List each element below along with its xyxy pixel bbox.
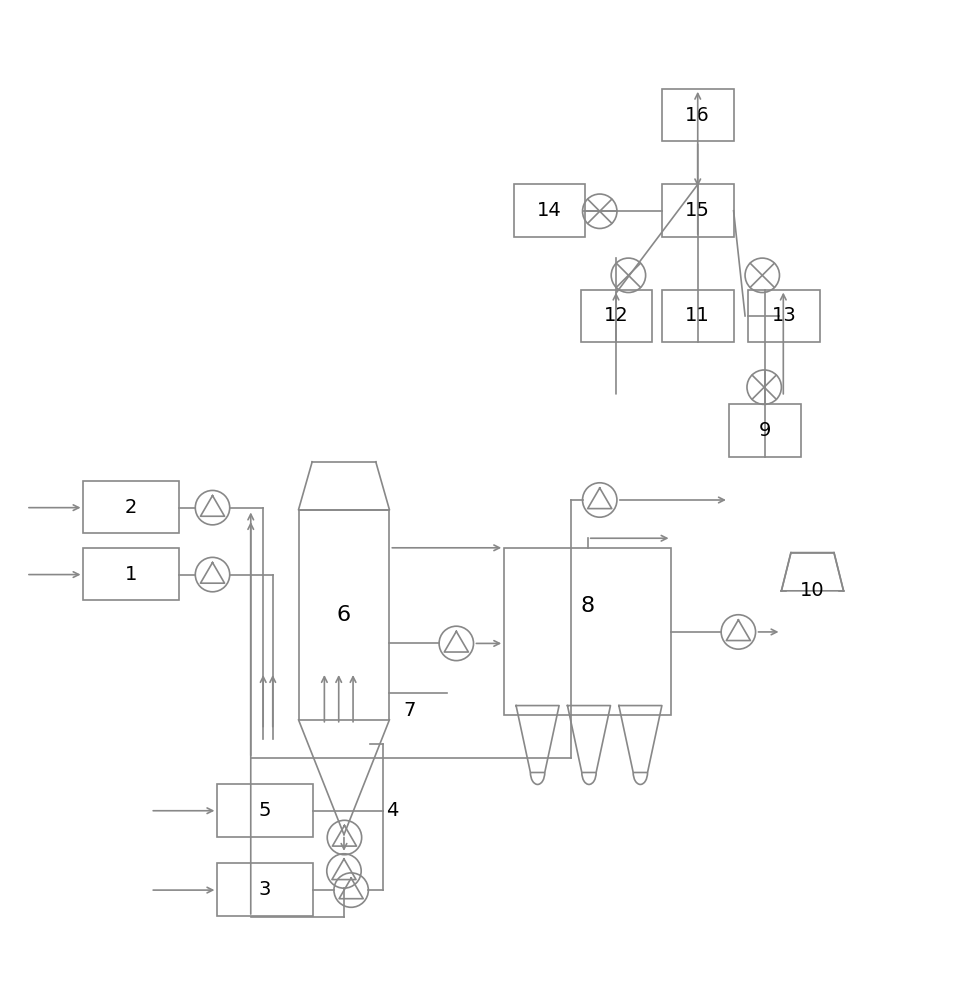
Text: 10: 10: [799, 581, 824, 600]
Text: 13: 13: [770, 306, 796, 325]
Text: 14: 14: [537, 201, 561, 220]
Text: 9: 9: [758, 421, 770, 440]
FancyBboxPatch shape: [504, 548, 671, 715]
Text: 15: 15: [684, 201, 709, 220]
Text: 3: 3: [259, 880, 271, 899]
Text: 16: 16: [685, 106, 709, 125]
FancyBboxPatch shape: [661, 290, 733, 342]
FancyBboxPatch shape: [747, 290, 819, 342]
FancyBboxPatch shape: [83, 481, 179, 533]
FancyBboxPatch shape: [217, 863, 313, 916]
Text: 11: 11: [685, 306, 709, 325]
Text: 1: 1: [125, 565, 138, 584]
Text: 7: 7: [403, 701, 416, 720]
Text: 2: 2: [125, 498, 138, 517]
Text: 8: 8: [580, 596, 594, 616]
FancyBboxPatch shape: [217, 784, 313, 837]
Text: 4: 4: [385, 801, 397, 820]
FancyBboxPatch shape: [298, 510, 389, 720]
FancyBboxPatch shape: [661, 184, 733, 237]
FancyBboxPatch shape: [661, 89, 733, 141]
Text: 5: 5: [259, 801, 271, 820]
FancyBboxPatch shape: [728, 404, 799, 457]
Text: 12: 12: [604, 306, 628, 325]
FancyBboxPatch shape: [83, 548, 179, 600]
FancyBboxPatch shape: [580, 290, 651, 342]
FancyBboxPatch shape: [514, 184, 584, 237]
Text: 6: 6: [336, 605, 351, 625]
